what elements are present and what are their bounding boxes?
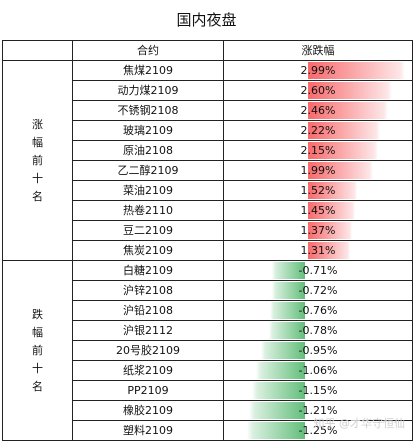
- change-cell: -0.95%: [223, 340, 413, 361]
- contract-cell: 橡胶2109: [72, 400, 224, 421]
- table-row: 动力煤2109 2.60%: [3, 80, 413, 101]
- contract-cell: 沪锌2108: [72, 280, 224, 301]
- header-row: 合约 涨跌幅: [2, 40, 413, 61]
- loss-data-bar: [272, 282, 305, 299]
- gain-data-bar: [308, 242, 350, 259]
- loss-data-bar: [256, 362, 305, 379]
- change-cell: 1.99%: [223, 160, 413, 181]
- contract-cell: 乙二醇2109: [72, 160, 224, 181]
- gain-data-bar: [308, 122, 380, 139]
- loss-data-bar: [247, 422, 305, 439]
- change-value: -0.95%: [298, 343, 338, 357]
- loss-data-bar: [270, 302, 305, 319]
- table-row: 跌幅前十名白糖2109 -0.71%: [2, 260, 413, 441]
- change-value: 1.45%: [300, 203, 336, 217]
- contract-cell: PP2109: [72, 380, 224, 401]
- contract-cell: 热卷2110: [72, 200, 224, 221]
- change-value: -1.06%: [298, 363, 338, 377]
- change-value: 1.31%: [300, 243, 336, 257]
- table-row: 沪银2112 -0.78%: [3, 320, 413, 341]
- contract-cell: 20号胶2109: [72, 340, 224, 361]
- loss-data-bar: [261, 342, 305, 359]
- change-value: -0.72%: [298, 283, 338, 297]
- change-cell: 2.99%: [223, 60, 413, 81]
- change-cell: -1.06%: [223, 360, 413, 381]
- change-value: 2.60%: [300, 83, 336, 97]
- contract-cell: 沪银2112: [72, 320, 224, 341]
- table-row: 乙二醇2109 1.99%: [3, 160, 413, 181]
- header-blank: [2, 40, 73, 61]
- gain-data-bar: [308, 142, 378, 159]
- gain-data-bar: [308, 82, 392, 99]
- change-value: -1.25%: [298, 423, 338, 437]
- change-value: -1.21%: [298, 403, 338, 417]
- contract-cell: 玻璃2109: [72, 120, 224, 141]
- change-cell: -1.15%: [223, 380, 413, 401]
- change-value: 1.37%: [300, 223, 336, 237]
- gain-data-bar: [308, 162, 373, 179]
- contract-cell: 原油2108: [72, 140, 224, 161]
- change-value: 2.99%: [300, 63, 336, 77]
- contract-cell: 塑料2109: [72, 420, 224, 441]
- table-row: PP2109 -1.15%: [3, 380, 413, 401]
- change-cell: 2.22%: [223, 120, 413, 141]
- loss-data-bar: [269, 322, 305, 339]
- contract-cell: 菜油2109: [72, 180, 224, 201]
- night-session-table: 合约 涨跌幅 涨幅前十名焦煤2109 2.99% 动力煤2109 2.60% 不锈钢21…: [2, 40, 413, 441]
- table-row: 焦炭2109 1.31%: [3, 240, 413, 261]
- group-label-top-losers: 跌幅前十名: [2, 260, 73, 441]
- contract-cell: 焦炭2109: [72, 240, 224, 261]
- change-cell: 1.37%: [223, 220, 413, 241]
- change-value: 1.52%: [300, 183, 336, 197]
- gain-data-bar: [308, 222, 352, 239]
- change-value: 1.99%: [300, 163, 336, 177]
- change-cell: -1.25%: [223, 420, 413, 441]
- change-cell: 1.52%: [223, 180, 413, 201]
- contract-cell: 白糖2109: [72, 260, 224, 281]
- table-row: 原油2108 2.15%: [3, 140, 413, 161]
- change-value: -0.71%: [298, 263, 338, 277]
- change-value: -1.15%: [298, 383, 338, 397]
- loss-data-bar: [272, 262, 305, 279]
- change-cell: -0.78%: [223, 320, 413, 341]
- table-row: 沪铅2108 -0.76%: [3, 300, 413, 321]
- change-cell: 1.45%: [223, 200, 413, 221]
- change-value: 2.15%: [300, 143, 336, 157]
- contract-cell: 沪铅2108: [72, 300, 224, 321]
- change-value: 2.22%: [300, 123, 336, 137]
- contract-cell: 豆二2109: [72, 220, 224, 241]
- change-value: 2.46%: [300, 103, 336, 117]
- loss-data-bar: [252, 382, 305, 399]
- page-title: 国内夜盘: [176, 11, 237, 29]
- change-cell: -0.76%: [223, 300, 413, 321]
- change-cell: -0.71%: [223, 260, 413, 281]
- gain-data-bar: [308, 62, 405, 79]
- header-contract: 合约: [72, 40, 224, 61]
- table-row: 热卷2110 1.45%: [3, 200, 413, 221]
- contract-cell: 不锈钢2108: [72, 100, 224, 121]
- group-label-top-gainers: 涨幅前十名: [2, 60, 73, 261]
- gain-data-bar: [308, 202, 355, 219]
- change-value: -0.78%: [298, 323, 338, 337]
- gain-data-bar: [308, 182, 357, 199]
- change-cell: 2.46%: [223, 100, 413, 121]
- change-cell: -0.72%: [223, 280, 413, 301]
- contract-cell: 纸浆2109: [72, 360, 224, 381]
- header-change: 涨跌幅: [223, 40, 413, 61]
- change-value: -0.76%: [298, 303, 338, 317]
- change-cell: 2.60%: [223, 80, 413, 101]
- table-row: 菜油2109 1.52%: [3, 180, 413, 201]
- contract-cell: 动力煤2109: [72, 80, 224, 101]
- loss-data-bar: [249, 402, 305, 419]
- table-row: 涨幅前十名焦煤2109 2.99%: [2, 60, 413, 261]
- gain-data-bar: [308, 102, 388, 119]
- change-cell: 1.31%: [223, 240, 413, 261]
- change-cell: 2.15%: [223, 140, 413, 161]
- table-row: 塑料2109 -1.25%: [3, 420, 413, 441]
- watermark: 知乎 @才华守恒仙: [313, 417, 406, 430]
- contract-cell: 焦煤2109: [72, 60, 224, 81]
